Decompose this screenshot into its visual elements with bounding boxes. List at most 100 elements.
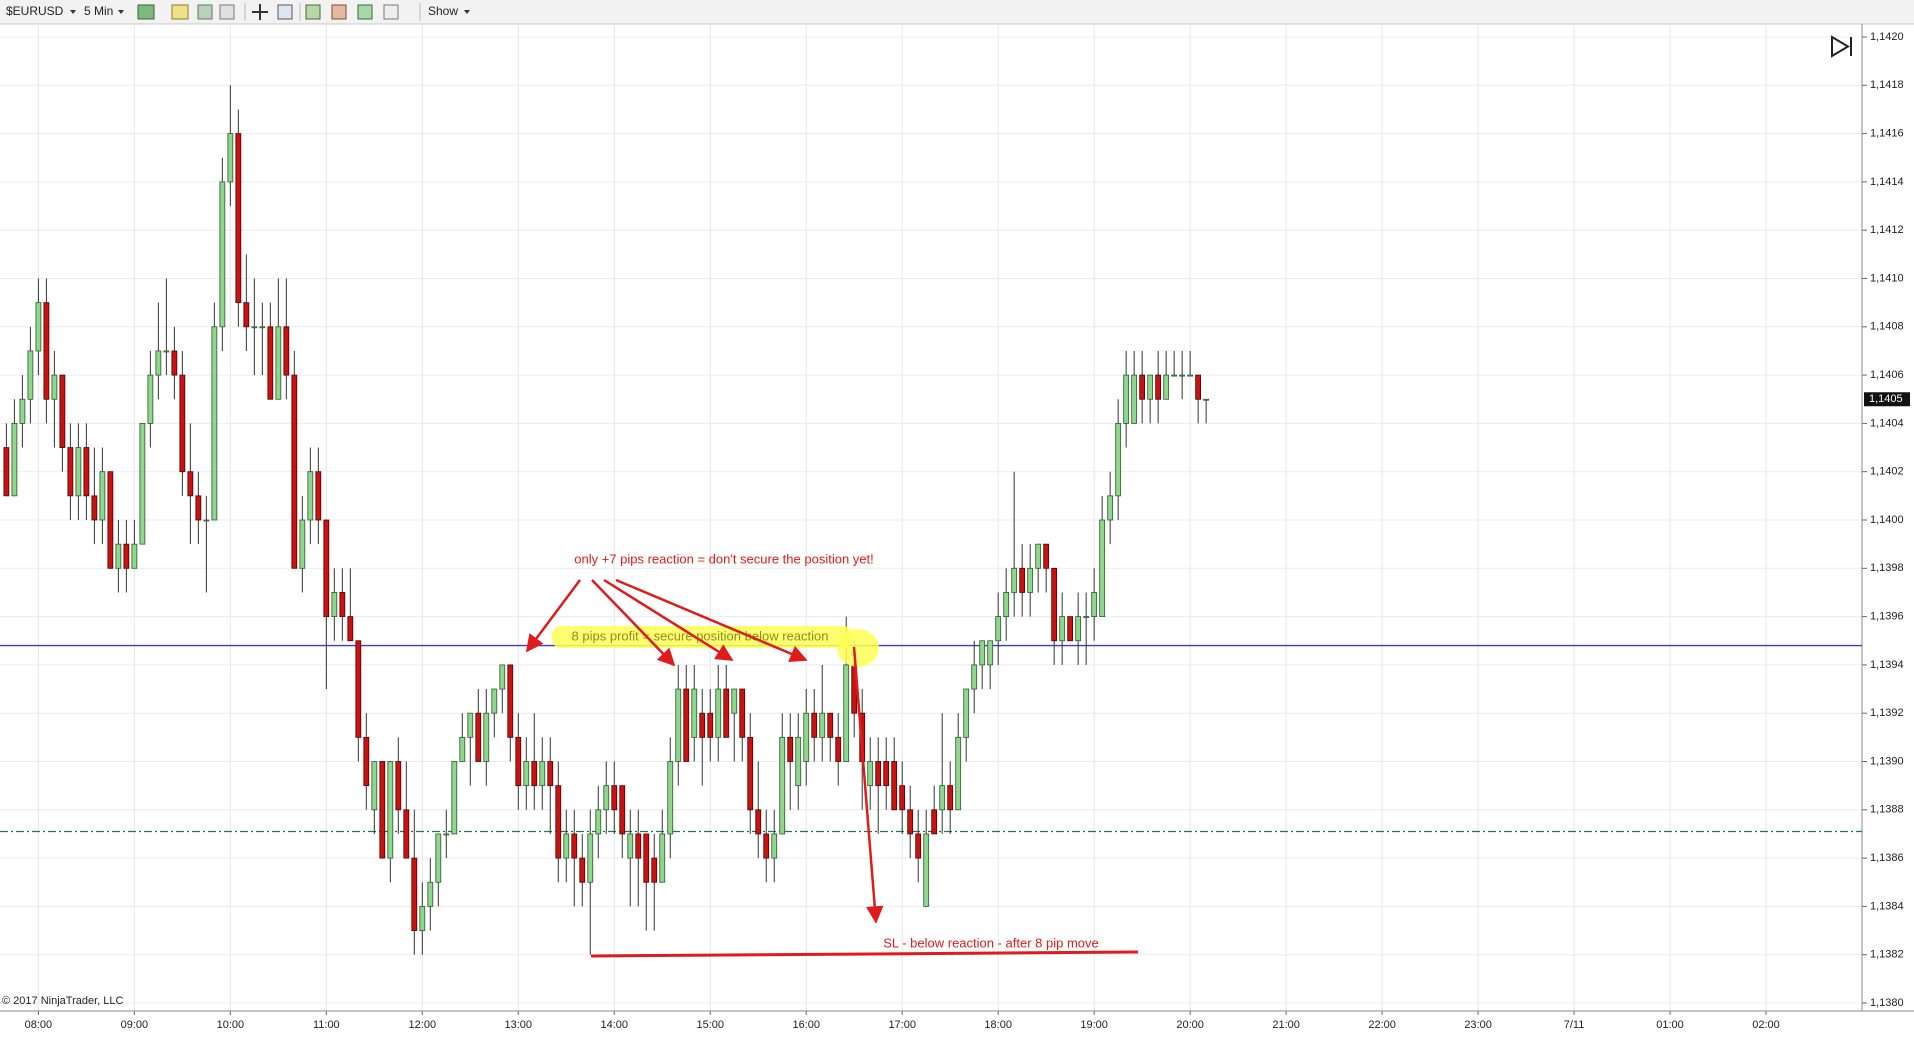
y-tick-label: 1,1398 (1870, 562, 1904, 574)
last-price-label: 1,1405 (1869, 393, 1903, 405)
candle-body (643, 833, 650, 883)
candle-body (1123, 374, 1130, 424)
candle-body (771, 833, 778, 859)
candle-body (331, 592, 338, 618)
candle-body (1187, 374, 1194, 377)
x-tick-label: 09:00 (121, 1019, 149, 1031)
tool-button[interactable] (219, 4, 235, 20)
tool-button[interactable] (331, 4, 347, 20)
stop-loss-line (590, 950, 1139, 958)
drawing-tool-button[interactable] (171, 4, 189, 20)
tool-button[interactable] (197, 4, 213, 20)
candle-body (755, 809, 762, 835)
candle-body (811, 712, 818, 738)
candle-body (35, 302, 42, 352)
candle-body (451, 761, 458, 835)
candle-body (1059, 616, 1066, 642)
candle-body (819, 712, 826, 738)
candle-body (1107, 495, 1114, 521)
candle-body (515, 736, 522, 787)
candle-body (547, 761, 554, 787)
candle-body (787, 736, 794, 762)
annotation-arrow (525, 579, 582, 653)
y-tick-label: 1,1394 (1870, 659, 1904, 671)
candle-body (1043, 543, 1050, 569)
candle-body (835, 736, 842, 762)
candle-body (915, 833, 922, 859)
candle-body (387, 761, 394, 859)
y-tick-label: 1,1388 (1870, 804, 1904, 816)
candle-body (411, 857, 418, 931)
candle-body (563, 833, 570, 859)
y-tick-label: 1,1404 (1870, 417, 1904, 429)
candle-body (475, 712, 482, 762)
chart-style-button[interactable] (137, 4, 155, 20)
candle-body (251, 326, 258, 329)
candle-body (323, 519, 330, 617)
y-tick-label: 1,1392 (1870, 707, 1904, 719)
candle-body (1147, 374, 1154, 400)
candle-body (1091, 592, 1098, 618)
annotation: only +7 pips reaction = don't secure the… (574, 551, 874, 566)
candle-body (339, 592, 346, 618)
candle-body (235, 133, 242, 304)
show-menu[interactable]: Show (428, 4, 458, 18)
candle-body (91, 495, 98, 521)
candle-body (283, 326, 290, 376)
candle-body (923, 833, 930, 907)
x-tick-label: 13:00 (505, 1019, 533, 1031)
candle-body (291, 374, 298, 569)
y-tick-label: 1,1410 (1870, 272, 1904, 284)
candle-body (659, 833, 666, 883)
scroll-to-end-button[interactable] (1831, 35, 1852, 58)
candle-body (11, 422, 18, 497)
x-tick-label: 08:00 (25, 1019, 53, 1031)
candle-body (307, 471, 314, 521)
dropdown-arrow[interactable] (70, 10, 76, 14)
candle-body (1051, 567, 1058, 642)
candle-body (883, 761, 890, 787)
candle-body (171, 350, 178, 376)
candle-body (75, 447, 82, 497)
zoom-button[interactable] (277, 4, 293, 20)
instrument-selector[interactable]: $EURUSD (6, 4, 64, 18)
candle-body (995, 616, 1002, 642)
candle-body (579, 857, 586, 883)
candle-body (1067, 616, 1074, 642)
candle-body (987, 640, 994, 666)
dropdown-arrow[interactable] (118, 10, 124, 14)
candle-body (707, 712, 714, 738)
candle-body (3, 447, 10, 497)
candle-body (435, 833, 442, 883)
candle-body (1203, 398, 1210, 401)
candle-body (459, 736, 466, 762)
y-tick-label: 1,1412 (1870, 224, 1904, 236)
candle-body (243, 302, 250, 328)
y-tick-label: 1,1390 (1870, 755, 1904, 767)
y-tick-label: 1,1408 (1870, 321, 1904, 333)
x-tick-label: 12:00 (409, 1019, 437, 1031)
candle-body (763, 833, 770, 859)
tool-button[interactable] (383, 4, 399, 20)
annotation: SL - below reaction - after 8 pip move (883, 935, 1099, 950)
crosshair-button[interactable] (252, 4, 268, 20)
tool-button[interactable] (305, 4, 321, 20)
annotation-arrow (591, 579, 676, 667)
candle-body (843, 664, 850, 762)
dropdown-arrow[interactable] (464, 10, 470, 14)
candle-body (179, 374, 186, 473)
candle-body (611, 785, 618, 811)
annotation-arrow (615, 578, 808, 662)
interval-selector[interactable]: 5 Min (84, 4, 113, 18)
x-tick-label: 7/11 (1564, 1019, 1585, 1031)
candle-body (1099, 519, 1106, 617)
candle-body (195, 495, 202, 521)
candle-body (427, 881, 434, 907)
annotation-arrow (852, 646, 884, 924)
x-tick-label: 17:00 (888, 1019, 916, 1031)
tool-button[interactable] (357, 4, 373, 20)
candle-body (395, 761, 402, 811)
candle-body (299, 519, 306, 569)
x-tick-label: 16:00 (792, 1019, 820, 1031)
